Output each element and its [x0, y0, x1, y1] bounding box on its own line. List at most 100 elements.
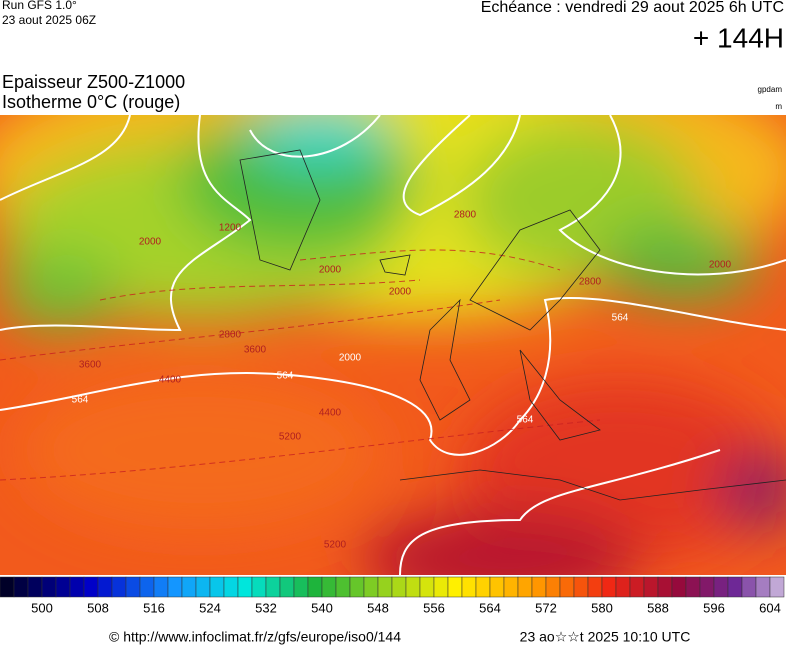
- color-swatch: [741, 576, 757, 598]
- color-swatch: [755, 576, 771, 598]
- color-swatch: [209, 576, 225, 598]
- title-line2: Isotherme 0°C (rouge): [2, 92, 180, 112]
- color-swatch: [307, 576, 323, 598]
- color-swatch: [41, 576, 57, 598]
- contour-labels: 564 564 564 564 2000 2000 2000 2000 2800 2800 2800…: [72, 210, 732, 551]
- contour-label: 2000: [319, 265, 342, 276]
- footer-date: 23 ao☆☆t 2025 10:10 UTC: [520, 629, 691, 645]
- color-swatch: [125, 576, 141, 598]
- color-swatch: [377, 576, 393, 598]
- color-swatch: [223, 576, 239, 598]
- color-label: 524: [199, 600, 221, 615]
- contour-label: 564: [612, 313, 629, 324]
- title-line1: Epaisseur Z500-Z1000: [2, 72, 185, 92]
- color-label: 564: [479, 600, 501, 615]
- color-swatch: [279, 576, 295, 598]
- color-swatch: [475, 576, 491, 598]
- unit-gpdam: gpdam: [758, 85, 783, 94]
- color-swatch: [545, 576, 561, 598]
- contour-label: 2800: [579, 277, 602, 288]
- color-swatch: [0, 576, 15, 598]
- color-swatch: [83, 576, 99, 598]
- color-swatch: [517, 576, 533, 598]
- color-swatch: [573, 576, 589, 598]
- color-swatch: [391, 576, 407, 598]
- contour-label: 2000: [709, 260, 732, 271]
- color-label: 588: [647, 600, 669, 615]
- color-swatch: [629, 576, 645, 598]
- color-swatch: [615, 576, 631, 598]
- contour-label: 2000: [139, 237, 162, 248]
- contour-label: 2800: [219, 330, 242, 341]
- echeance: Echéance : vendredi 29 aout 2025 6h UTC: [481, 0, 784, 16]
- color-label: 516: [143, 600, 165, 615]
- color-swatch: [713, 576, 729, 598]
- color-swatch: [699, 576, 715, 598]
- footer-source: © http://www.infoclimat.fr/z/gfs/europe/…: [109, 629, 401, 645]
- color-swatch: [181, 576, 197, 598]
- color-swatch: [265, 576, 281, 598]
- color-swatch: [97, 576, 113, 598]
- unit-m: m: [775, 102, 782, 111]
- color-swatch: [489, 576, 505, 598]
- contour-label: 5200: [324, 540, 347, 551]
- color-label: 508: [87, 600, 109, 615]
- color-swatch: [685, 576, 701, 598]
- color-label: 604: [759, 600, 781, 615]
- color-swatch: [335, 576, 351, 598]
- contour-label: 2000: [339, 353, 362, 364]
- color-swatch: [69, 576, 85, 598]
- contour-label: 564: [277, 371, 294, 382]
- map: [0, 115, 786, 575]
- run-date: 23 aout 2025 06Z: [2, 13, 96, 27]
- color-label: 556: [423, 600, 445, 615]
- color-swatch: [657, 576, 673, 598]
- contour-label: 564: [72, 395, 89, 406]
- color-swatch: [419, 576, 435, 598]
- color-swatch: [671, 576, 687, 598]
- color-swatch: [111, 576, 127, 598]
- color-swatch: [363, 576, 379, 598]
- color-swatch: [27, 576, 43, 598]
- contour-label: 2000: [389, 287, 412, 298]
- color-swatch: [13, 576, 29, 598]
- contour-label: 4400: [159, 375, 182, 386]
- color-swatch: [727, 576, 743, 598]
- color-swatch: [167, 576, 183, 598]
- color-swatch: [601, 576, 617, 598]
- contour-label: 1200: [219, 223, 242, 234]
- contour-label: 3600: [244, 345, 267, 356]
- color-swatch: [195, 576, 211, 598]
- color-swatch: [251, 576, 267, 598]
- color-label: 532: [255, 600, 277, 615]
- contour-label: 564: [517, 415, 534, 426]
- contour-label: 2800: [454, 210, 477, 221]
- color-swatch: [587, 576, 603, 598]
- color-swatch: [405, 576, 421, 598]
- color-swatch: [237, 576, 253, 598]
- color-swatch: [433, 576, 449, 598]
- color-swatch: [643, 576, 659, 598]
- color-label: 540: [311, 600, 333, 615]
- color-label: 580: [591, 600, 613, 615]
- color-swatch: [559, 576, 575, 598]
- contour-label: 5200: [279, 432, 302, 443]
- color-swatch: [153, 576, 169, 598]
- color-label: 572: [535, 600, 557, 615]
- color-bar: 500 508 516 524 532 540 548 556 564 572 580 588 596 6…: [0, 576, 785, 615]
- run-label: Run GFS 1.0°: [2, 0, 77, 12]
- color-swatch: [447, 576, 463, 598]
- color-swatch: [139, 576, 155, 598]
- color-swatch: [531, 576, 547, 598]
- horizon: + 144H: [693, 22, 784, 53]
- contour-label: 4400: [319, 408, 342, 419]
- color-swatch: [769, 576, 785, 598]
- color-label: 548: [367, 600, 389, 615]
- color-label: 500: [31, 600, 53, 615]
- color-swatch: [293, 576, 309, 598]
- color-swatch: [349, 576, 365, 598]
- color-swatch: [55, 576, 71, 598]
- color-swatch: [321, 576, 337, 598]
